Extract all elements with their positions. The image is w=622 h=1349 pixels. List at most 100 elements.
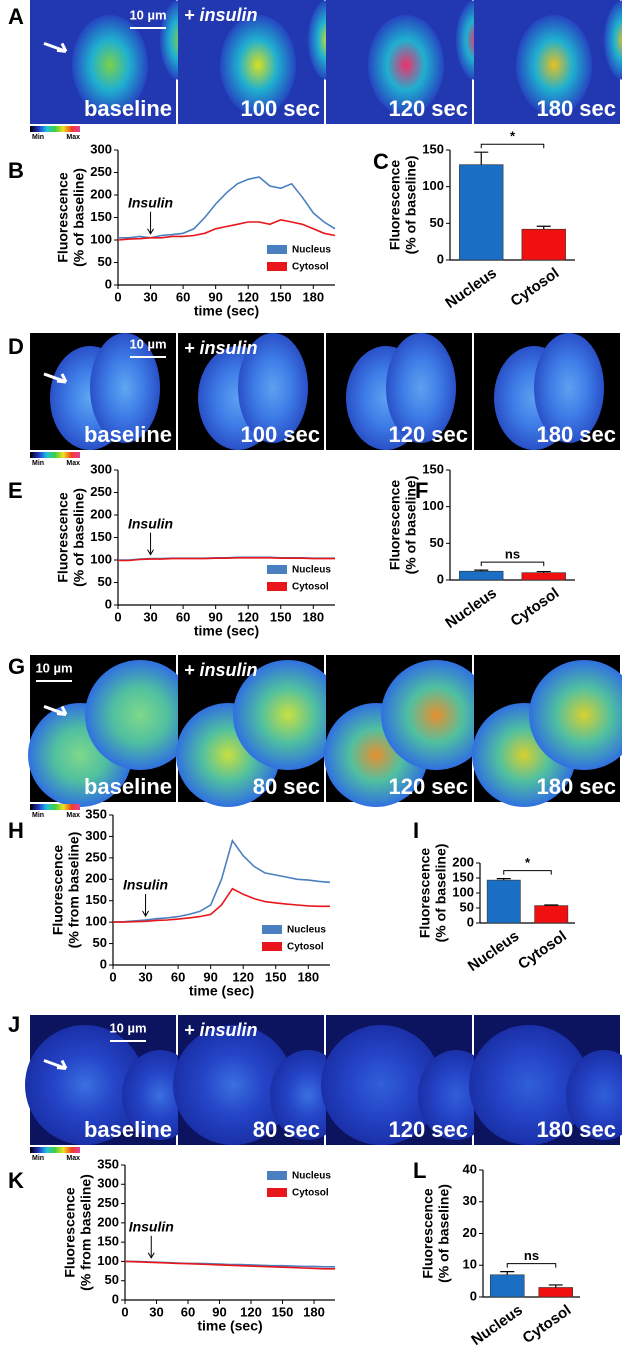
- x-tick-label: 150: [270, 289, 292, 304]
- frame-time: 180 sec: [536, 774, 616, 799]
- panel-letter: K: [8, 1168, 24, 1193]
- y-tick-label: 150: [422, 461, 444, 476]
- y-axis-label: (% of baseline): [433, 844, 449, 943]
- y-axis-label: Fluorescence: [420, 1188, 436, 1278]
- y-axis-label: (% of baseline): [436, 1184, 452, 1283]
- y-axis-label: (% from baseline): [78, 1174, 94, 1291]
- error-bar: [474, 569, 489, 572]
- legend-label: Nucleus: [292, 1171, 331, 1182]
- cell: [566, 1050, 622, 1140]
- arrow: [43, 372, 68, 384]
- y-axis-label: Fluorescence: [387, 480, 403, 570]
- cell: [604, 0, 622, 80]
- colorbar: [30, 1147, 80, 1153]
- y-tick-label: 250: [85, 849, 107, 864]
- cell: [25, 1025, 145, 1145]
- x-tick-label: 120: [232, 969, 254, 984]
- y-tick-label: 150: [85, 892, 107, 907]
- frame-time: baseline: [84, 422, 172, 447]
- colorbar: [30, 804, 80, 810]
- colorbar-max: Max: [66, 1155, 80, 1162]
- y-tick-label: 100: [422, 498, 444, 513]
- x-tick-label: 180: [303, 1304, 325, 1319]
- annotation: Insulin: [129, 1219, 174, 1235]
- y-tick-label: 0: [467, 914, 474, 929]
- x-tick-label: 180: [297, 969, 319, 984]
- x-tick-label: 60: [181, 1304, 195, 1319]
- bar: [459, 164, 504, 261]
- legend-swatch: [267, 1188, 287, 1197]
- cell: [386, 333, 456, 443]
- treatment: + insulin: [184, 660, 258, 680]
- x-tick-label: 0: [114, 609, 121, 624]
- panel-letter: L: [413, 1158, 426, 1183]
- legend-swatch: [262, 942, 282, 951]
- legend-swatch: [267, 565, 287, 574]
- x-tick-label: 30: [138, 969, 152, 984]
- y-tick-label: 100: [97, 1253, 119, 1268]
- significance-bracket: [480, 561, 545, 567]
- cell: [238, 333, 308, 443]
- bar: [538, 1287, 574, 1298]
- legend-label: Cytosol: [287, 942, 324, 953]
- arrow: [43, 41, 68, 53]
- scale-label: 10 µm: [109, 1020, 146, 1035]
- x-axis-label: time (sec): [197, 1318, 262, 1334]
- legend-swatch: [267, 245, 287, 254]
- y-tick-label: 100: [452, 884, 474, 899]
- y-tick-label: 300: [97, 1176, 119, 1191]
- x-tick-label: 30: [143, 289, 157, 304]
- legend-label: Cytosol: [292, 582, 329, 593]
- y-axis-label: (% from baseline): [66, 832, 82, 949]
- frame-time: baseline: [84, 1117, 172, 1142]
- panel-letter: B: [8, 158, 24, 183]
- y-tick-label: 50: [430, 215, 444, 230]
- y-axis-label: Fluorescence: [387, 160, 403, 250]
- y-tick-label: 0: [100, 956, 107, 971]
- y-tick-label: 250: [90, 484, 112, 499]
- panel-letter: G: [8, 654, 25, 679]
- y-tick-label: 50: [93, 935, 107, 950]
- panel-letter: A: [8, 4, 24, 29]
- x-axis-label: time (sec): [194, 623, 259, 639]
- scale-label: 10 µm: [129, 7, 166, 22]
- colorbar-max: Max: [66, 134, 80, 141]
- bar: [534, 905, 569, 924]
- series-line: [117, 218, 336, 241]
- x-axis-label: time (sec): [189, 983, 254, 999]
- legend-label: Cytosol: [292, 262, 329, 273]
- panel-letter: I: [413, 818, 419, 843]
- y-tick-label: 300: [90, 141, 112, 156]
- y-tick-label: 50: [430, 535, 444, 550]
- category-label: Cytosol: [520, 1302, 575, 1347]
- error-bar: [474, 151, 489, 165]
- y-axis-label: Fluorescence: [55, 172, 71, 262]
- cell: [321, 1025, 441, 1145]
- x-tick-label: 120: [237, 289, 259, 304]
- y-axis-label: Fluorescence: [62, 1187, 78, 1277]
- legend-label: Cytosol: [292, 1188, 329, 1199]
- y-tick-label: 300: [85, 828, 107, 843]
- x-tick-label: 0: [114, 289, 121, 304]
- category-label: Nucleus: [442, 585, 500, 632]
- error-bar: [496, 878, 511, 881]
- treatment: + insulin: [184, 1020, 258, 1040]
- cell: [90, 333, 160, 443]
- y-tick-label: 150: [90, 209, 112, 224]
- y-tick-label: 100: [422, 178, 444, 193]
- x-tick-label: 150: [272, 1304, 294, 1319]
- y-tick-label: 0: [112, 1291, 119, 1306]
- y-tick-label: 150: [422, 141, 444, 156]
- frame-time: 180 sec: [536, 422, 616, 447]
- series-line: [118, 557, 335, 562]
- y-tick-label: 250: [97, 1195, 119, 1210]
- y-tick-label: 40: [463, 1161, 477, 1176]
- colorbar: [30, 126, 80, 132]
- cell: [529, 660, 622, 770]
- x-tick-label: 90: [203, 969, 217, 984]
- y-tick-label: 50: [98, 574, 112, 589]
- y-tick-label: 200: [90, 506, 112, 521]
- x-tick-label: 30: [143, 609, 157, 624]
- category-label: Nucleus: [465, 928, 523, 975]
- cell: [173, 1025, 293, 1145]
